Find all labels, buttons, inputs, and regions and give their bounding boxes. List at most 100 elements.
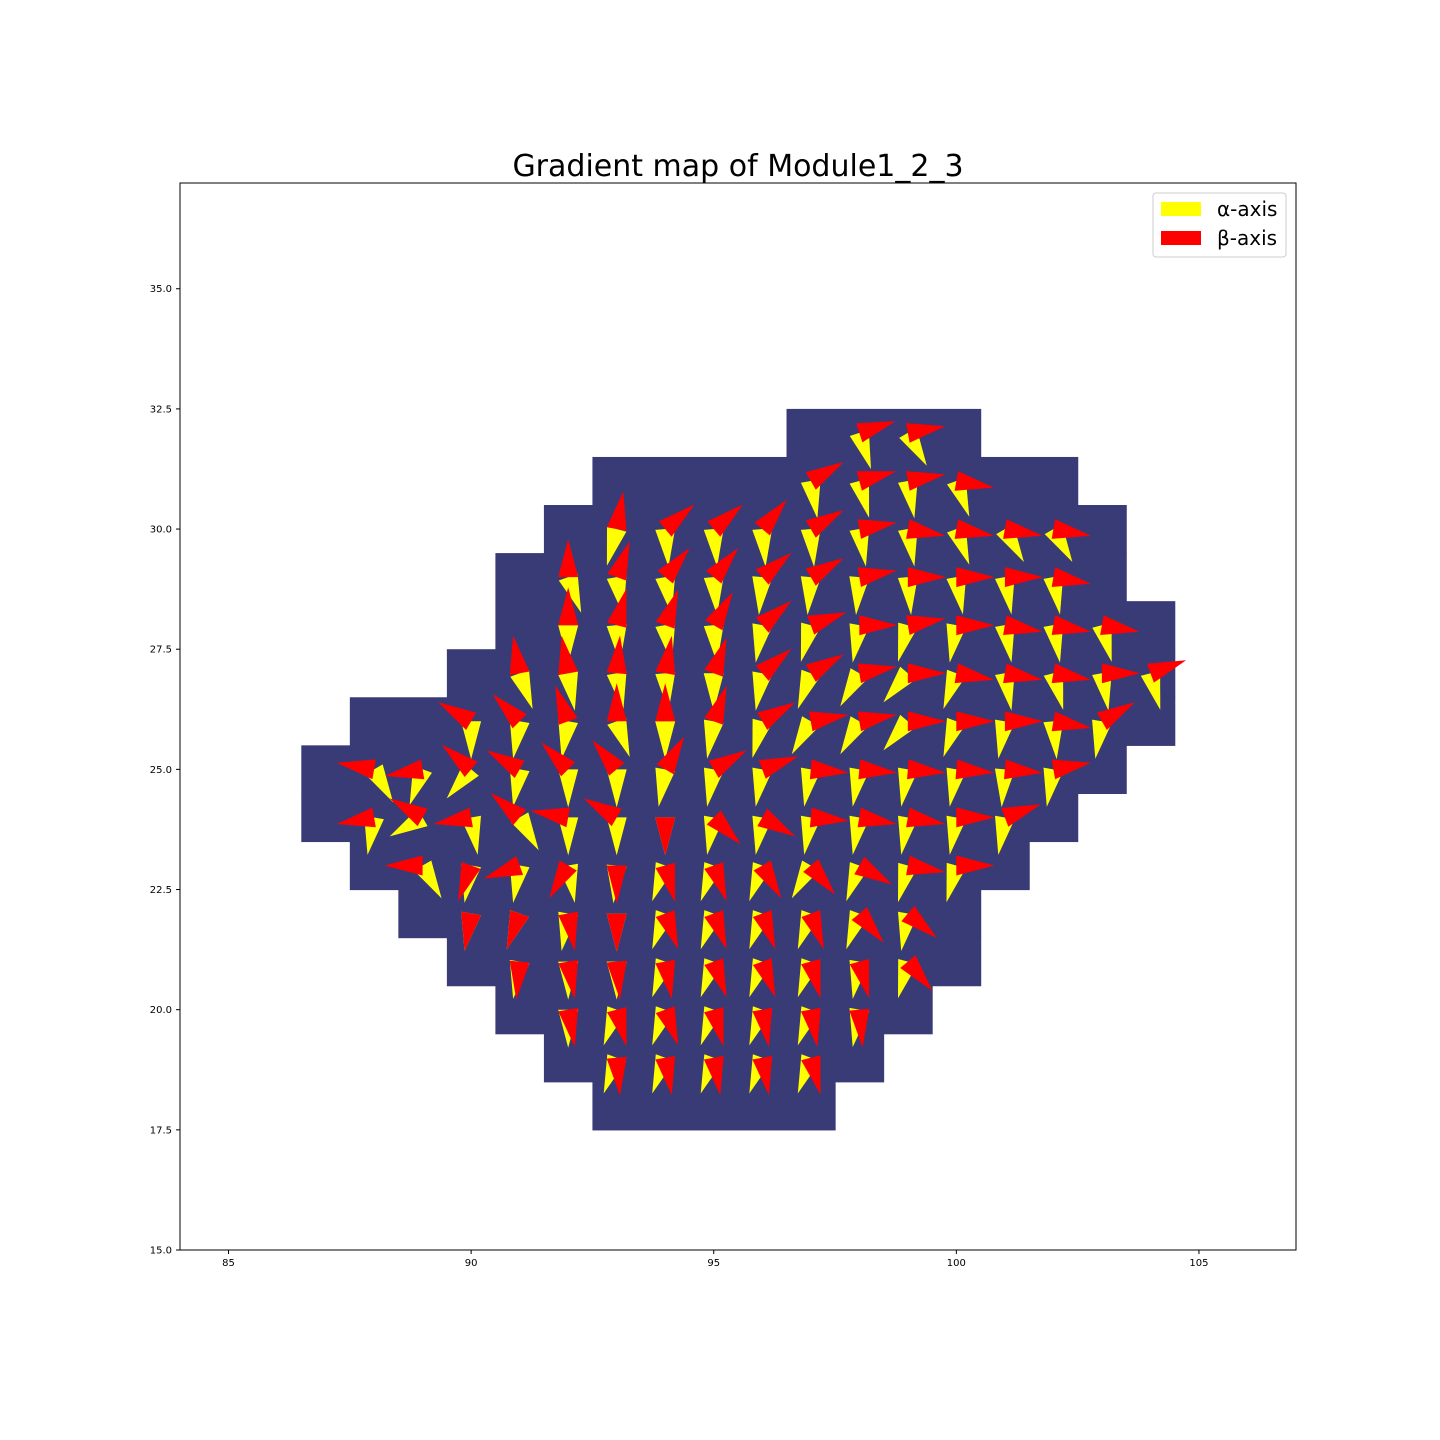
alpha-vector (996, 524, 1024, 562)
x-tick-label: 90 (465, 1258, 478, 1269)
x-tick-label: 105 (1189, 1258, 1208, 1269)
beta-vector (900, 955, 933, 991)
beta-vector (704, 862, 727, 902)
beta-vector (805, 654, 844, 682)
beta-vector (755, 600, 792, 633)
alpha-vector (558, 671, 578, 711)
beta-vector (558, 959, 578, 999)
beta-vector (558, 911, 578, 951)
beta-vector (458, 862, 481, 902)
beta-vector (656, 736, 685, 775)
beta-vector (857, 807, 897, 828)
beta-vector (906, 615, 946, 635)
beta-vector (954, 519, 994, 539)
beta-vector (809, 807, 849, 828)
beta-vector (1051, 663, 1091, 684)
beta-vector (752, 1056, 773, 1096)
beta-vector (907, 663, 946, 684)
beta-vector (755, 552, 792, 585)
beta-vector (384, 855, 423, 876)
alpha-vector (606, 624, 627, 663)
y-axis: 15.0 17.5 20.0 22.5 25.0 27.5 30.0 32.5 35.0 (150, 284, 180, 1257)
beta-vector (655, 862, 676, 903)
beta-vector (906, 519, 946, 539)
x-tick-label: 95 (707, 1258, 720, 1269)
mask-row (398, 889, 982, 939)
alpha-vector (800, 576, 821, 615)
alpha-vector (897, 576, 918, 615)
alpha-vector (752, 623, 773, 663)
mask-row (592, 1081, 836, 1131)
beta-vector (606, 1056, 627, 1096)
alpha-vector (800, 528, 821, 567)
beta-vector (655, 910, 679, 950)
beta-vector (530, 807, 570, 828)
beta-vector (809, 759, 849, 780)
beta-vector (849, 1008, 870, 1048)
alpha-vector (446, 762, 479, 799)
beta-vector (655, 959, 676, 999)
beta-vector (658, 504, 695, 537)
beta-vector (752, 1007, 773, 1048)
beta-vector (956, 567, 995, 588)
beta-vector (606, 913, 627, 952)
x-tick-label: 100 (947, 1258, 966, 1269)
vector-layer (336, 421, 1187, 1096)
beta-vector (758, 756, 798, 779)
y-tick-label: 22.5 (150, 885, 172, 896)
beta-vector (807, 612, 847, 635)
alpha-vector (509, 719, 530, 759)
beta-vector (607, 588, 627, 628)
alpha-vector (607, 717, 630, 757)
beta-vector (956, 807, 995, 828)
alpha-vector (703, 719, 724, 759)
beta-vector (1096, 702, 1135, 730)
beta-vector (1147, 660, 1187, 683)
alpha-vector (849, 576, 870, 615)
beta-vector (657, 548, 690, 584)
beta-vector (549, 860, 577, 899)
legend-swatch-beta (1161, 231, 1201, 245)
beta-vector (754, 499, 787, 536)
beta-vector (583, 798, 622, 827)
alpha-vector (703, 576, 724, 615)
beta-vector (555, 685, 578, 725)
legend-swatch-alpha (1161, 202, 1201, 216)
mask-row (786, 408, 982, 458)
beta-vector (483, 856, 524, 879)
alpha-vector (558, 573, 582, 613)
beta-vector (907, 759, 946, 780)
beta-vector (1051, 519, 1091, 539)
beta-vector (492, 694, 527, 729)
beta-vector (704, 637, 727, 677)
beta-vector (1101, 663, 1140, 684)
beta-vector (490, 793, 527, 826)
mask-row (592, 456, 1079, 506)
beta-vector (1051, 711, 1091, 732)
beta-vector (1051, 759, 1091, 780)
legend-label-beta: β-axis (1217, 226, 1277, 250)
alpha-vector (461, 721, 482, 760)
beta-vector (708, 750, 747, 778)
beta-vector (541, 742, 576, 777)
alpha-vector (510, 669, 533, 709)
y-tick-label: 30.0 (150, 525, 172, 536)
beta-vector (753, 860, 782, 899)
beta-vector (1004, 567, 1043, 588)
y-tick-label: 17.5 (150, 1125, 172, 1136)
beta-vector (1051, 615, 1091, 635)
beta-vector (486, 750, 525, 778)
beta-vector (1003, 519, 1043, 539)
beta-vector (801, 1055, 821, 1095)
beta-vector (856, 471, 896, 491)
beta-vector (707, 504, 743, 537)
beta-vector (954, 471, 994, 491)
beta-vector (906, 855, 946, 876)
beta-vector (801, 910, 824, 950)
beta-vector (805, 462, 844, 490)
beta-vector (704, 958, 727, 998)
beta-vector (907, 711, 946, 732)
beta-vector (655, 589, 679, 629)
beta-vector (606, 635, 627, 675)
beta-vector (857, 663, 897, 684)
